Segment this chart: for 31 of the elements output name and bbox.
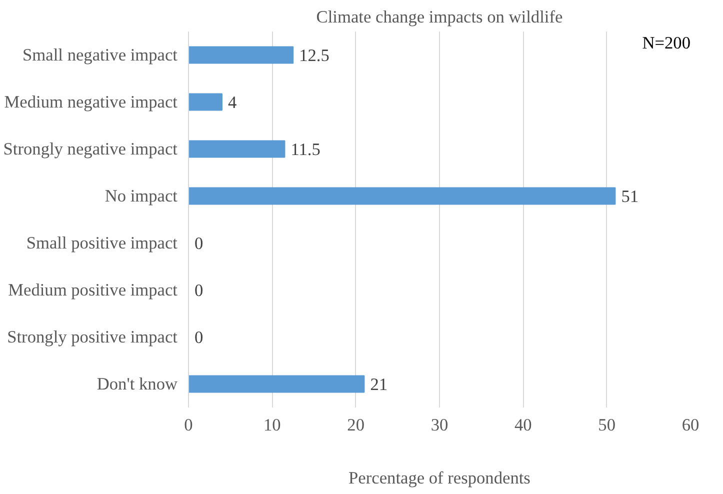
data-label: 51 bbox=[621, 187, 639, 206]
y-tick-label: Small negative impact bbox=[22, 46, 178, 64]
data-label: 21 bbox=[370, 375, 388, 394]
y-tick-label: Medium positive impact bbox=[8, 280, 178, 300]
y-tick-label: Medium negative impact bbox=[4, 92, 178, 112]
bar bbox=[188, 187, 616, 205]
x-tick-label: 30 bbox=[430, 416, 448, 434]
x-tick-label: 60 bbox=[682, 416, 700, 434]
x-tick-label: 10 bbox=[264, 416, 281, 434]
x-tick-label: 20 bbox=[347, 416, 364, 434]
y-tick-label: Strongly positive impact bbox=[7, 328, 178, 346]
bar bbox=[188, 46, 294, 64]
annotation: N=200 bbox=[642, 34, 691, 52]
y-tick-label: Small positive impact bbox=[26, 234, 178, 252]
chart-title: Climate change impacts on wildlife bbox=[316, 8, 563, 26]
x-axis-title: Percentage of respondents bbox=[348, 468, 531, 488]
x-tick-label: 50 bbox=[598, 416, 616, 434]
data-label: 11.5 bbox=[290, 140, 320, 159]
y-tick-label: Don't know bbox=[96, 374, 178, 394]
bar bbox=[188, 93, 222, 111]
data-label: 4 bbox=[228, 93, 237, 112]
data-label: 12.5 bbox=[299, 46, 330, 65]
x-tick-label: 40 bbox=[514, 416, 532, 434]
bar bbox=[188, 140, 286, 158]
data-label: 0 bbox=[194, 328, 204, 347]
y-tick-label: No impact bbox=[104, 186, 178, 206]
bar bbox=[188, 375, 365, 393]
data-label: 0 bbox=[194, 281, 204, 300]
x-tick-label: 0 bbox=[184, 416, 193, 434]
data-label: 0 bbox=[194, 234, 204, 253]
y-tick-label: Strongly negative impact bbox=[3, 140, 178, 158]
